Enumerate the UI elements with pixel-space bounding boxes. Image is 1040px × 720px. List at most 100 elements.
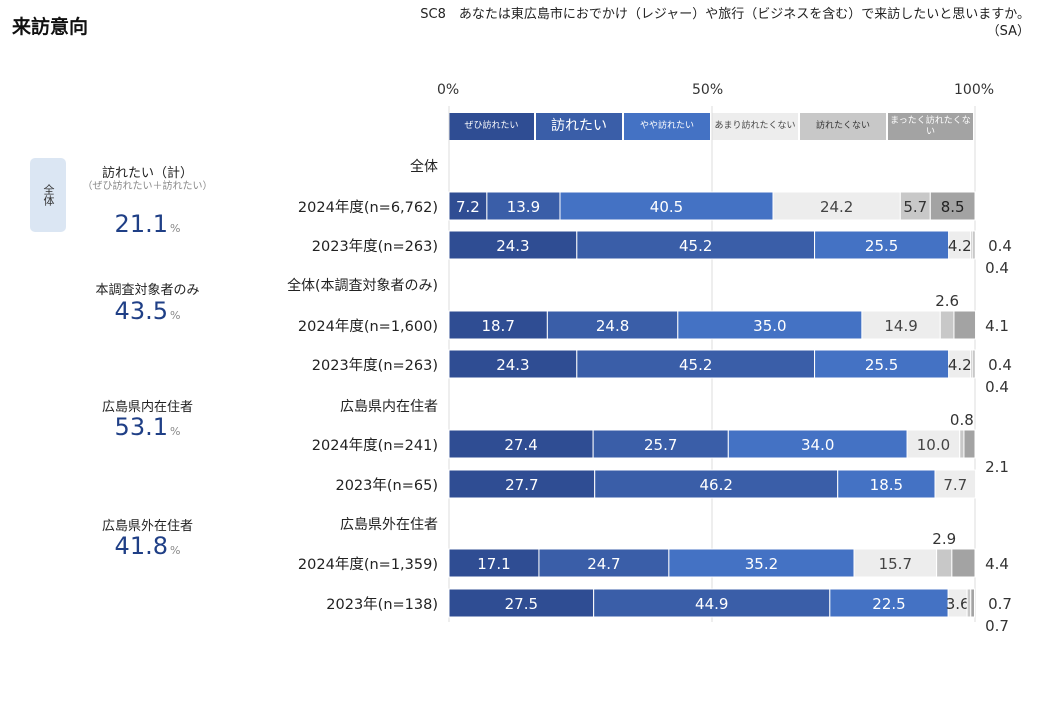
bar-segment xyxy=(906,429,961,459)
summary-number: 53.1 xyxy=(114,413,168,441)
data-label: 18.7 xyxy=(481,317,514,335)
bar-segment xyxy=(939,310,955,340)
bar-segment xyxy=(538,548,670,578)
data-label: 0.4 xyxy=(988,237,1012,255)
percent-unit: % xyxy=(169,425,181,438)
bar-segment xyxy=(814,230,950,260)
data-label: 22.5 xyxy=(872,595,905,613)
data-label: 25.5 xyxy=(865,356,898,374)
bar-segment xyxy=(727,429,908,459)
data-label: 7.2 xyxy=(456,198,480,216)
question-line-2: （SA） xyxy=(986,24,1030,39)
bar-segment xyxy=(966,588,972,618)
summary-label-inside: 広島県内在住者 xyxy=(101,400,193,415)
data-label: 2.6 xyxy=(935,292,959,310)
data-label: 4.1 xyxy=(985,317,1009,335)
bar-segment xyxy=(936,548,953,578)
bar-segment xyxy=(594,469,839,499)
data-label: 24.3 xyxy=(496,356,529,374)
row-label: 2023年(n=65) xyxy=(335,478,438,494)
summary-value-outside: 41.8% xyxy=(80,532,215,560)
bar-segment xyxy=(953,310,977,340)
bar-segment xyxy=(861,310,941,340)
data-label: 4.2 xyxy=(948,237,972,255)
bar-segment xyxy=(814,349,950,379)
bar-segment xyxy=(959,429,965,459)
data-label: 27.7 xyxy=(505,476,538,494)
row-label: 2023年(n=138) xyxy=(326,597,438,613)
bar-segment xyxy=(448,548,540,578)
bar-segment xyxy=(546,310,679,340)
bar-segment xyxy=(448,191,488,221)
row-label: 2023年度(n=263) xyxy=(311,358,438,374)
bar-segment xyxy=(970,588,975,618)
data-label: 45.2 xyxy=(679,237,712,255)
data-label: 25.7 xyxy=(644,436,677,454)
data-label: 0.8 xyxy=(950,411,974,429)
bar-segment xyxy=(772,191,901,221)
group-label: 広島県内在住者 xyxy=(340,399,438,415)
summary-number: 43.5 xyxy=(114,297,168,325)
data-label: 24.2 xyxy=(820,198,853,216)
data-label: 27.4 xyxy=(504,436,537,454)
data-label: 7.7 xyxy=(943,476,967,494)
data-label: 24.8 xyxy=(596,317,629,335)
data-label: 15.7 xyxy=(879,555,912,573)
bar-segment xyxy=(448,469,596,499)
data-label: 44.9 xyxy=(695,595,728,613)
legend-item-4: あまり訪れたくない xyxy=(712,113,798,140)
data-label: 34.0 xyxy=(801,436,834,454)
legend-item-3: やや訪れたい xyxy=(624,113,710,140)
data-label: 2.9 xyxy=(932,530,956,548)
bar-segment xyxy=(829,588,949,618)
summary-value-survey: 43.5% xyxy=(80,297,215,325)
data-label: 10.0 xyxy=(917,436,950,454)
data-label: 14.9 xyxy=(884,317,917,335)
data-label: 27.5 xyxy=(505,595,538,613)
x-tick-0: 0% xyxy=(437,82,460,98)
data-label: 4.4 xyxy=(985,555,1009,573)
bar-segment xyxy=(448,230,578,260)
percent-unit: % xyxy=(169,309,181,322)
side-tab-all: 全体 xyxy=(30,158,66,232)
data-label: 17.1 xyxy=(477,555,510,573)
group-label: 全体 xyxy=(410,159,438,175)
bar-segment xyxy=(934,469,977,499)
summary-number: 41.8 xyxy=(114,532,168,560)
data-label: 25.5 xyxy=(865,237,898,255)
data-label: 0.4 xyxy=(988,356,1012,374)
data-label: 24.7 xyxy=(587,555,620,573)
data-label: 40.5 xyxy=(650,198,683,216)
data-label: 35.0 xyxy=(753,317,786,335)
data-label: 3.6 xyxy=(946,595,970,613)
data-label: 18.5 xyxy=(870,476,903,494)
bar-segment xyxy=(448,588,595,618)
bar-segment xyxy=(929,191,976,221)
x-tick-100: 100% xyxy=(954,82,995,98)
chart-title: 来訪意向 xyxy=(12,16,89,38)
bar-segment xyxy=(837,469,936,499)
bar-segment xyxy=(972,230,976,260)
summary-label-all: 訪れたい（計） xyxy=(101,166,193,181)
legend-item-2: 訪れたい xyxy=(536,113,622,140)
legend-item-1: ぜひ訪れたい xyxy=(449,113,534,140)
data-label: 0.7 xyxy=(988,595,1012,613)
legend-item-6: まったく訪れたくない xyxy=(888,113,973,140)
data-label: 0.7 xyxy=(985,617,1009,635)
summary-number: 21.1 xyxy=(114,210,168,238)
data-label: 8.5 xyxy=(941,198,965,216)
row-label: 2024年度(n=1,359) xyxy=(297,557,438,573)
summary-value-all: 21.1% xyxy=(80,210,215,238)
bar-segment xyxy=(951,548,976,578)
summary-sub-all: （ぜひ訪れたい＋訪れたい） xyxy=(82,181,213,192)
question-line-1: SC8 あなたは東広島市におでかけ（レジャー）や旅行（ビジネスを含む）で来訪した… xyxy=(420,7,1030,22)
percent-unit: % xyxy=(169,544,181,557)
summary-value-inside: 53.1% xyxy=(80,413,215,441)
group-label: 広島県外在住者 xyxy=(340,517,438,533)
bar-segment xyxy=(972,349,976,379)
data-label: 0.4 xyxy=(985,259,1009,277)
legend-item-5: 訪れたくない xyxy=(800,113,886,140)
bar-segment xyxy=(592,429,729,459)
row-label: 2023年度(n=263) xyxy=(311,239,438,255)
